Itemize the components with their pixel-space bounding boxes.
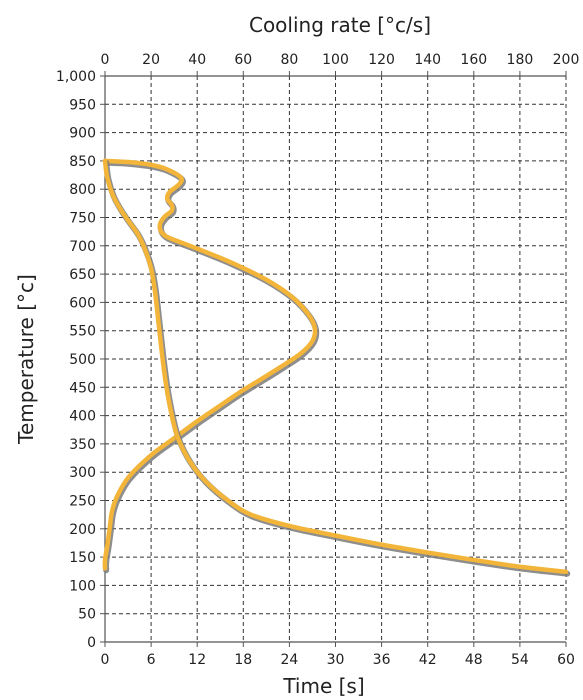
cooling-rate-curve [102,158,318,571]
x-bottom-tick-label: 54 [511,652,529,668]
y-tick-label: 600 [69,295,96,311]
y-tick-label: 200 [69,522,96,538]
y-tick-label: 900 [69,126,96,142]
series-layer [102,158,571,577]
y-tick-label: 1,000 [56,69,96,85]
y-tick-label: 400 [69,409,96,425]
y-tick-label: 950 [69,97,96,113]
x-bottom-tick-label: 18 [234,652,252,668]
y-tick-label: 850 [69,154,96,170]
x-top-tick-label: 80 [280,52,298,68]
grid-layer [100,71,567,647]
y-tick-label: 450 [69,380,96,396]
x-top-tick-label: 120 [368,52,395,68]
y-tick-label: 500 [69,352,96,368]
y-tick-label: 50 [78,607,96,623]
x-top-tick-label: 140 [414,52,441,68]
y-tick-label: 800 [69,182,96,198]
y-tick-label: 350 [69,437,96,453]
y-tick-label: 650 [69,267,96,283]
time-curve-shadow [103,159,571,577]
y-tick-label: 700 [69,239,96,255]
y-tick-label: 100 [69,578,96,594]
x-top-tick-label: 180 [507,52,534,68]
x-bottom-tick-label: 36 [373,652,391,668]
x-top-tick-label: 20 [142,52,160,68]
x-bottom-tick-label: 60 [557,652,575,668]
x-bottom-tick-label: 0 [101,652,110,668]
x-top-tick-label: 40 [188,52,206,68]
y-tick-label: 150 [69,550,96,566]
x-bottom-tick-label: 30 [327,652,345,668]
x-bottom-tick-label: 6 [147,652,156,668]
x-bottom-tick-label: 24 [280,652,298,668]
top-axis-title: Cooling rate [°c/s] [249,13,431,37]
y-tick-label: 250 [69,494,96,510]
x-bottom-tick-label: 12 [188,652,206,668]
y-tick-label: 750 [69,211,96,227]
x-top-tick-label: 100 [322,52,349,68]
bottom-axis-title: Time [s] [282,674,364,698]
x-top-tick-label: 160 [460,52,487,68]
x-bottom-tick-label: 42 [419,652,437,668]
y-tick-label: 0 [87,635,96,651]
x-top-tick-label: 200 [553,52,580,68]
x-top-tick-label: 0 [101,52,110,68]
tick-labels: 0501001502002503003504004505005506006507… [56,52,579,668]
time-curve [102,158,569,575]
y-tick-label: 300 [69,465,96,481]
x-bottom-tick-label: 48 [465,652,483,668]
x-top-tick-label: 60 [234,52,252,68]
y-tick-label: 550 [69,324,96,340]
y-axis-title: Temperature [°c] [14,274,38,445]
